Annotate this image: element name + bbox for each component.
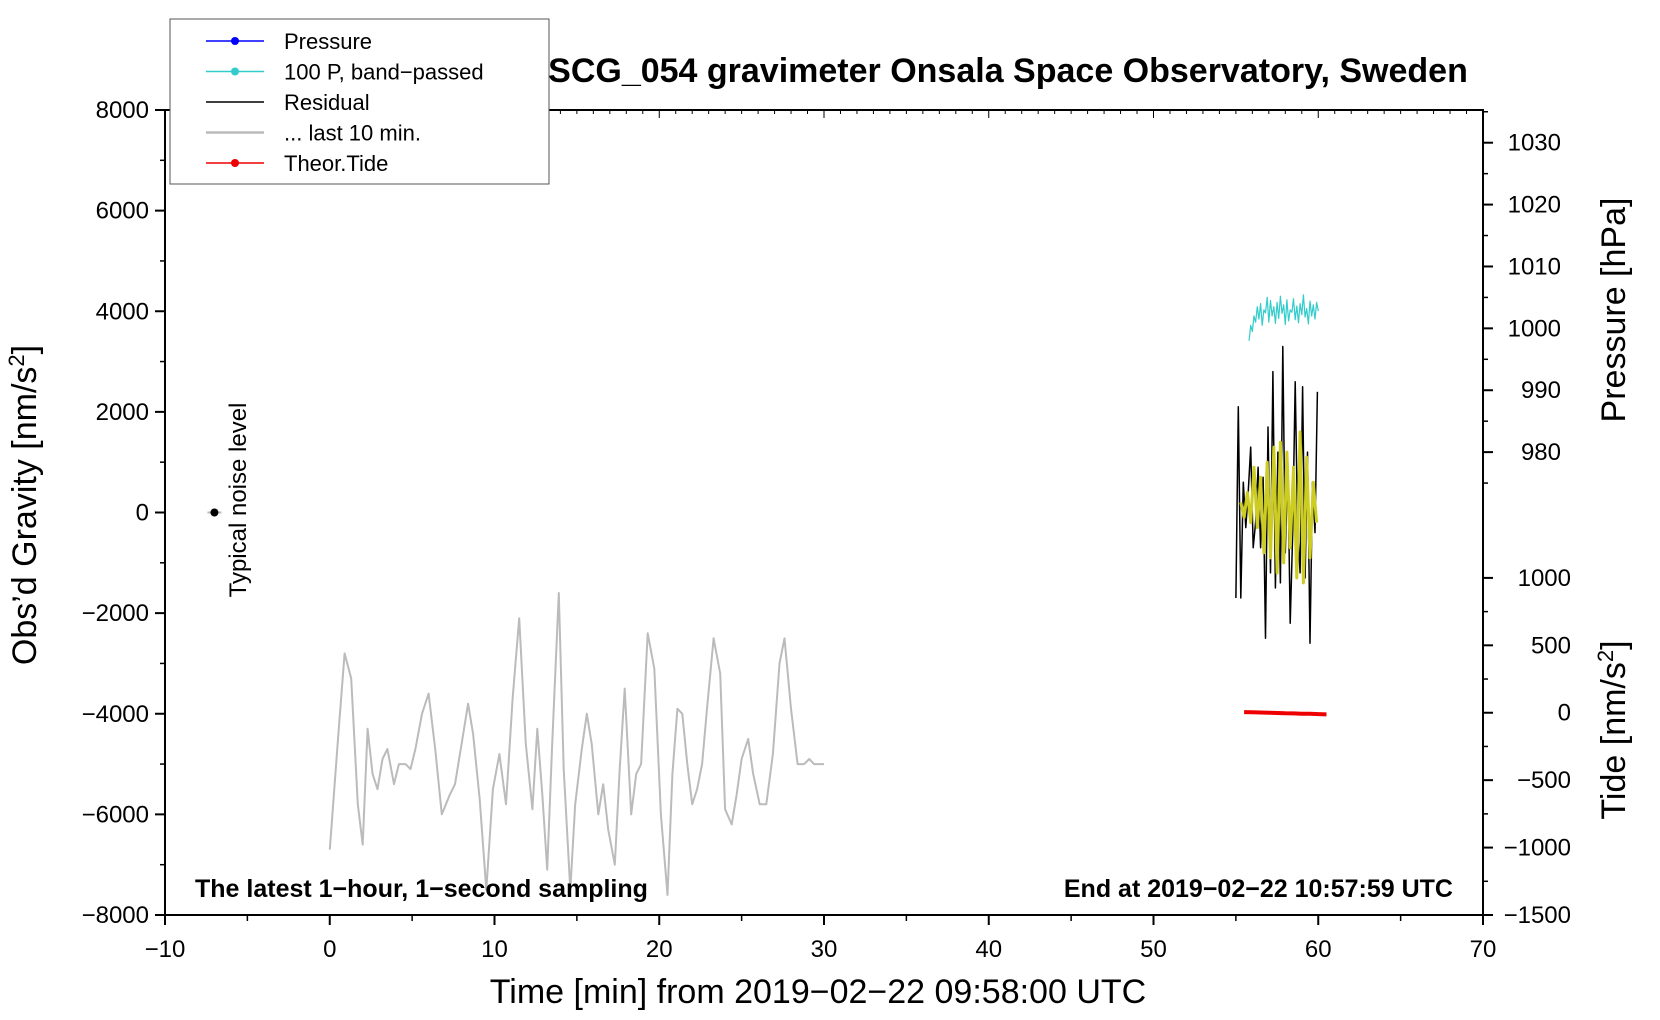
- pressure-tick-label: 1000: [1508, 315, 1561, 342]
- y-axis-ticks: 8000 6000 4000 2000 0 −2000 −4000 −6000 −8000: [82, 97, 165, 929]
- x-tick-label: −10: [145, 936, 186, 963]
- x-tick-label: 30: [811, 936, 838, 963]
- series-layer: [328, 294, 1327, 896]
- x-tick-label: 10: [481, 936, 508, 963]
- legend-label: Pressure: [284, 29, 372, 54]
- pressure-tick-label: 990: [1521, 377, 1561, 404]
- pressure-tick-label: 980: [1521, 439, 1561, 466]
- legend-label: Residual: [284, 90, 370, 115]
- series-line: [1248, 294, 1319, 341]
- tide-axis-ticks: 1000 500 0 −500 −1000 −1500: [1483, 565, 1571, 929]
- ylabel-left-sup: 2: [4, 354, 29, 366]
- tide-tick-label: 1000: [1518, 565, 1571, 592]
- tide-tick-label: −500: [1517, 767, 1571, 794]
- x-tick-label: 60: [1305, 936, 1332, 963]
- legend-label: ... last 10 min.: [284, 121, 421, 146]
- y-axis-label-pressure: Pressure [hPa]: [1595, 198, 1633, 423]
- legend: Pressure 100 P, band−passed Residual ... la…: [169, 18, 550, 185]
- y-tick-label: −4000: [82, 701, 149, 728]
- y-tick-label: 4000: [96, 298, 149, 325]
- legend-marker: [231, 67, 239, 76]
- tide-tick-label: −1500: [1504, 902, 1571, 929]
- tide-tick-label: −1000: [1504, 835, 1571, 862]
- ylabel-tide-main: Tide [nm/s: [1595, 662, 1633, 819]
- y-tick-label: 6000: [96, 198, 149, 225]
- noise-label: Typical noise level: [225, 403, 252, 598]
- y-tick-label: 0: [136, 500, 149, 527]
- x-tick-label: 20: [646, 936, 673, 963]
- series-line: [1239, 430, 1319, 585]
- x-tick-label: 70: [1470, 936, 1497, 963]
- chart-title: SCG_054 gravimeter Onsala Space Observat…: [548, 52, 1468, 90]
- noise-marker: [207, 508, 222, 517]
- pressure-tick-label: 1010: [1508, 253, 1561, 280]
- y-tick-label: −2000: [82, 600, 149, 627]
- series-line: [328, 592, 824, 896]
- ylabel-tide-close: ]: [1595, 640, 1633, 649]
- ylabel-tide-sup: 2: [1593, 650, 1618, 662]
- note-left: The latest 1−hour, 1−second sampling: [195, 875, 648, 903]
- y-tick-label: 2000: [96, 399, 149, 426]
- ylabel-left-close: ]: [6, 345, 44, 354]
- y-axis-label-tide: Tide [nm/s2]: [1593, 640, 1634, 819]
- legend-label: Theor.Tide: [284, 151, 388, 176]
- x-tick-label: 40: [975, 936, 1002, 963]
- x-axis-ticks: −10 0 10 20 30 40 50 60 70: [145, 915, 1497, 963]
- y-axis-label-left: Obs’d Gravity [nm/s2]: [4, 345, 45, 665]
- pressure-tick-label: 1030: [1508, 130, 1561, 157]
- x-axis-label: Time [min] from 2019−02−22 09:58:00 UTC: [490, 973, 1146, 1011]
- legend-marker: [231, 159, 239, 167]
- x-tick-label: 50: [1140, 936, 1167, 963]
- note-right: End at 2019−02−22 10:57:59 UTC: [1064, 875, 1453, 903]
- tide-tick-label: 0: [1558, 700, 1571, 727]
- series-line: [1244, 710, 1327, 717]
- x-tick-label: 0: [323, 936, 336, 963]
- noise-dot: [210, 508, 219, 517]
- y-tick-label: −8000: [82, 902, 149, 929]
- pressure-axis-ticks: 1030 1020 1010 1000 990 980: [1483, 111, 1561, 484]
- legend-label: 100 P, band−passed: [284, 60, 484, 85]
- tide-tick-label: 500: [1531, 632, 1571, 659]
- y-tick-label: 8000: [96, 97, 149, 124]
- legend-marker: [231, 37, 239, 45]
- y-tick-label: −6000: [82, 801, 149, 828]
- ylabel-left-main: Obs’d Gravity [nm/s: [6, 367, 44, 666]
- pressure-tick-label: 1020: [1508, 192, 1561, 219]
